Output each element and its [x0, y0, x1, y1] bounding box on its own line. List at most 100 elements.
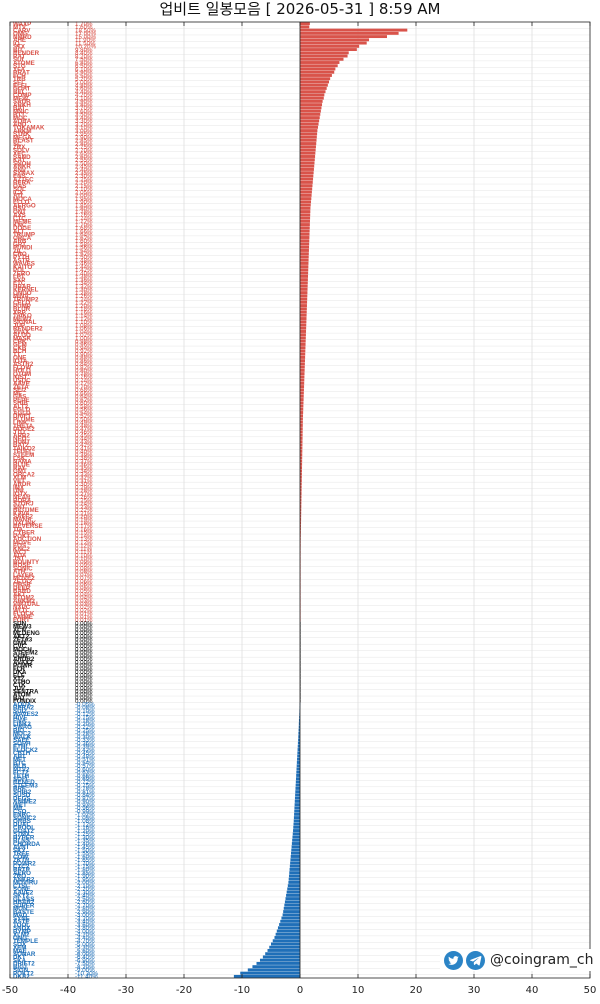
bar-fct2 [296, 770, 300, 774]
bar-ello [300, 200, 312, 204]
telegram-icon[interactable] [466, 950, 485, 970]
bar-label-jto: JTO [13, 429, 25, 436]
bar-zktr [290, 858, 300, 862]
bar-moc2 [298, 731, 300, 735]
value-label-egld: 0.56% [75, 407, 93, 414]
bar-ahe [300, 38, 370, 42]
bar-etc [300, 281, 308, 285]
value-label-stmx: -1.25% [75, 831, 95, 838]
bar-label-mew2: MEW2 [13, 316, 32, 323]
value-label-kaito: 1.44% [75, 264, 93, 271]
bar-xlm2 [275, 932, 300, 936]
bar-oas [300, 184, 313, 188]
value-label-aero: -1.85% [75, 870, 95, 877]
bar-label-xlm2: XLM2 [13, 932, 30, 939]
bar-label-pundi: PUNDI [13, 245, 33, 252]
bar-label-zero: ZERO [13, 270, 30, 277]
bar-label-mew3: MEW3 [13, 624, 32, 631]
value-label-doge2: 0.47% [75, 426, 93, 433]
bar-label-synax: SYNAX [13, 170, 35, 177]
value-label-move2: 0.07% [75, 575, 93, 582]
bar-label-sonar: SONAR [13, 951, 36, 958]
bar-label-mega: MEGA [13, 134, 32, 141]
value-label-cro: 1.52% [75, 251, 93, 258]
bar-label-sign: SIGN [13, 967, 29, 974]
bar-kaito [300, 265, 309, 269]
value-label-flow: 0.82% [75, 364, 93, 371]
bar-cbk [300, 339, 306, 343]
bar-label-elf: ELF [13, 672, 25, 679]
bar-pokt [300, 534, 301, 538]
bar-label-aqra: AQRA [13, 118, 32, 125]
bar-label-ondo: ONDO [13, 290, 32, 297]
x-tick-label: 40 [526, 985, 539, 996]
bar-dual [293, 822, 300, 826]
value-label-nxpc: 0.02% [75, 604, 93, 611]
bar-label-aergo: AERGO [13, 202, 36, 209]
bar-aergo [300, 203, 311, 207]
bar-glm [300, 342, 306, 346]
bar-label-bymp: BYMP [13, 928, 31, 935]
bar-label-anv: ANV [13, 167, 27, 174]
bar-moviru [288, 880, 300, 884]
bar-label-hbar2: HBAR2 [13, 899, 35, 906]
bar-label-astr2: ASTR2 [13, 361, 34, 368]
bar-label-safe: SAFE [13, 737, 30, 744]
bar-agld [300, 411, 304, 414]
bar-label-link: LINK [13, 420, 28, 427]
bar-label-dka2: DKA2 [13, 974, 30, 981]
bar-label-mad: MAD [13, 912, 28, 919]
value-label-cbk: 0.98% [75, 339, 93, 346]
bar-label-reverse: REVERSE [13, 523, 43, 530]
value-label-layer: 0.07% [75, 572, 93, 579]
twitter-icon[interactable] [444, 950, 463, 970]
bar-label-shib2: SHIB2 [13, 789, 32, 796]
social-badge[interactable]: @coingram_ch [440, 949, 598, 971]
value-label-bera2: -0.08% [75, 705, 95, 712]
value-label-omg: 17.00% [75, 31, 96, 38]
value-label-aave: 0.72% [75, 381, 93, 388]
value-label-ctc: 1.74% [75, 215, 93, 222]
bar-label-hbar: HBAR [13, 283, 31, 290]
bar-stg [300, 64, 338, 68]
value-label-cvc: 0.00% [75, 643, 93, 650]
bar-soph [297, 741, 300, 745]
bar-label-tool: TOOL [13, 922, 30, 929]
bar-label-xec: XEC [13, 151, 26, 158]
value-label-akt2: 0.00% [75, 633, 93, 640]
value-label-soph: -0.36% [75, 740, 95, 747]
value-label-holo: 0.80% [75, 368, 93, 375]
value-label-bigtime: 0.22% [75, 507, 93, 514]
value-label-ont: 1.78% [75, 209, 93, 216]
bar-celo [300, 300, 308, 304]
bar-label-pepe: PEPE [13, 397, 30, 404]
value-label-wet: -0.93% [75, 802, 95, 809]
value-label-bymp: -4.00% [75, 928, 95, 935]
bar-label-zil: ZIL [13, 248, 22, 255]
bar-label-yfa: YFA [13, 66, 26, 73]
bar-label-storj: STORJ [13, 501, 34, 508]
value-label-xlm: 0.32% [75, 475, 93, 482]
value-label-link2: -0.20% [75, 721, 95, 728]
bar-dkt [262, 955, 300, 959]
value-label-dka2: -11.40% [75, 974, 98, 981]
bar-label-aht: AHT [13, 753, 26, 760]
value-label-gas: 0.64% [75, 394, 93, 401]
value-label-nmrd: 15.00% [75, 34, 96, 41]
bar-mew2 [300, 317, 307, 320]
bar-icx [300, 190, 312, 194]
bar-waxp [300, 22, 310, 26]
x-tick-label: -40 [60, 985, 76, 996]
bar-anime2 [294, 799, 300, 803]
bar-yfa [300, 67, 336, 71]
value-label-bera: 2.20% [75, 180, 93, 187]
value-label-powr: 0.00% [75, 663, 93, 670]
value-label-algo: 1.02% [75, 332, 93, 339]
value-label-pyth: 1.50% [75, 254, 93, 261]
bar-waves [300, 261, 309, 265]
bar-solv [300, 148, 316, 152]
bar-astr [300, 258, 309, 262]
bar-label-blue: BLUE [13, 462, 30, 469]
bar-snt [300, 505, 302, 508]
bar-vet [300, 479, 302, 483]
